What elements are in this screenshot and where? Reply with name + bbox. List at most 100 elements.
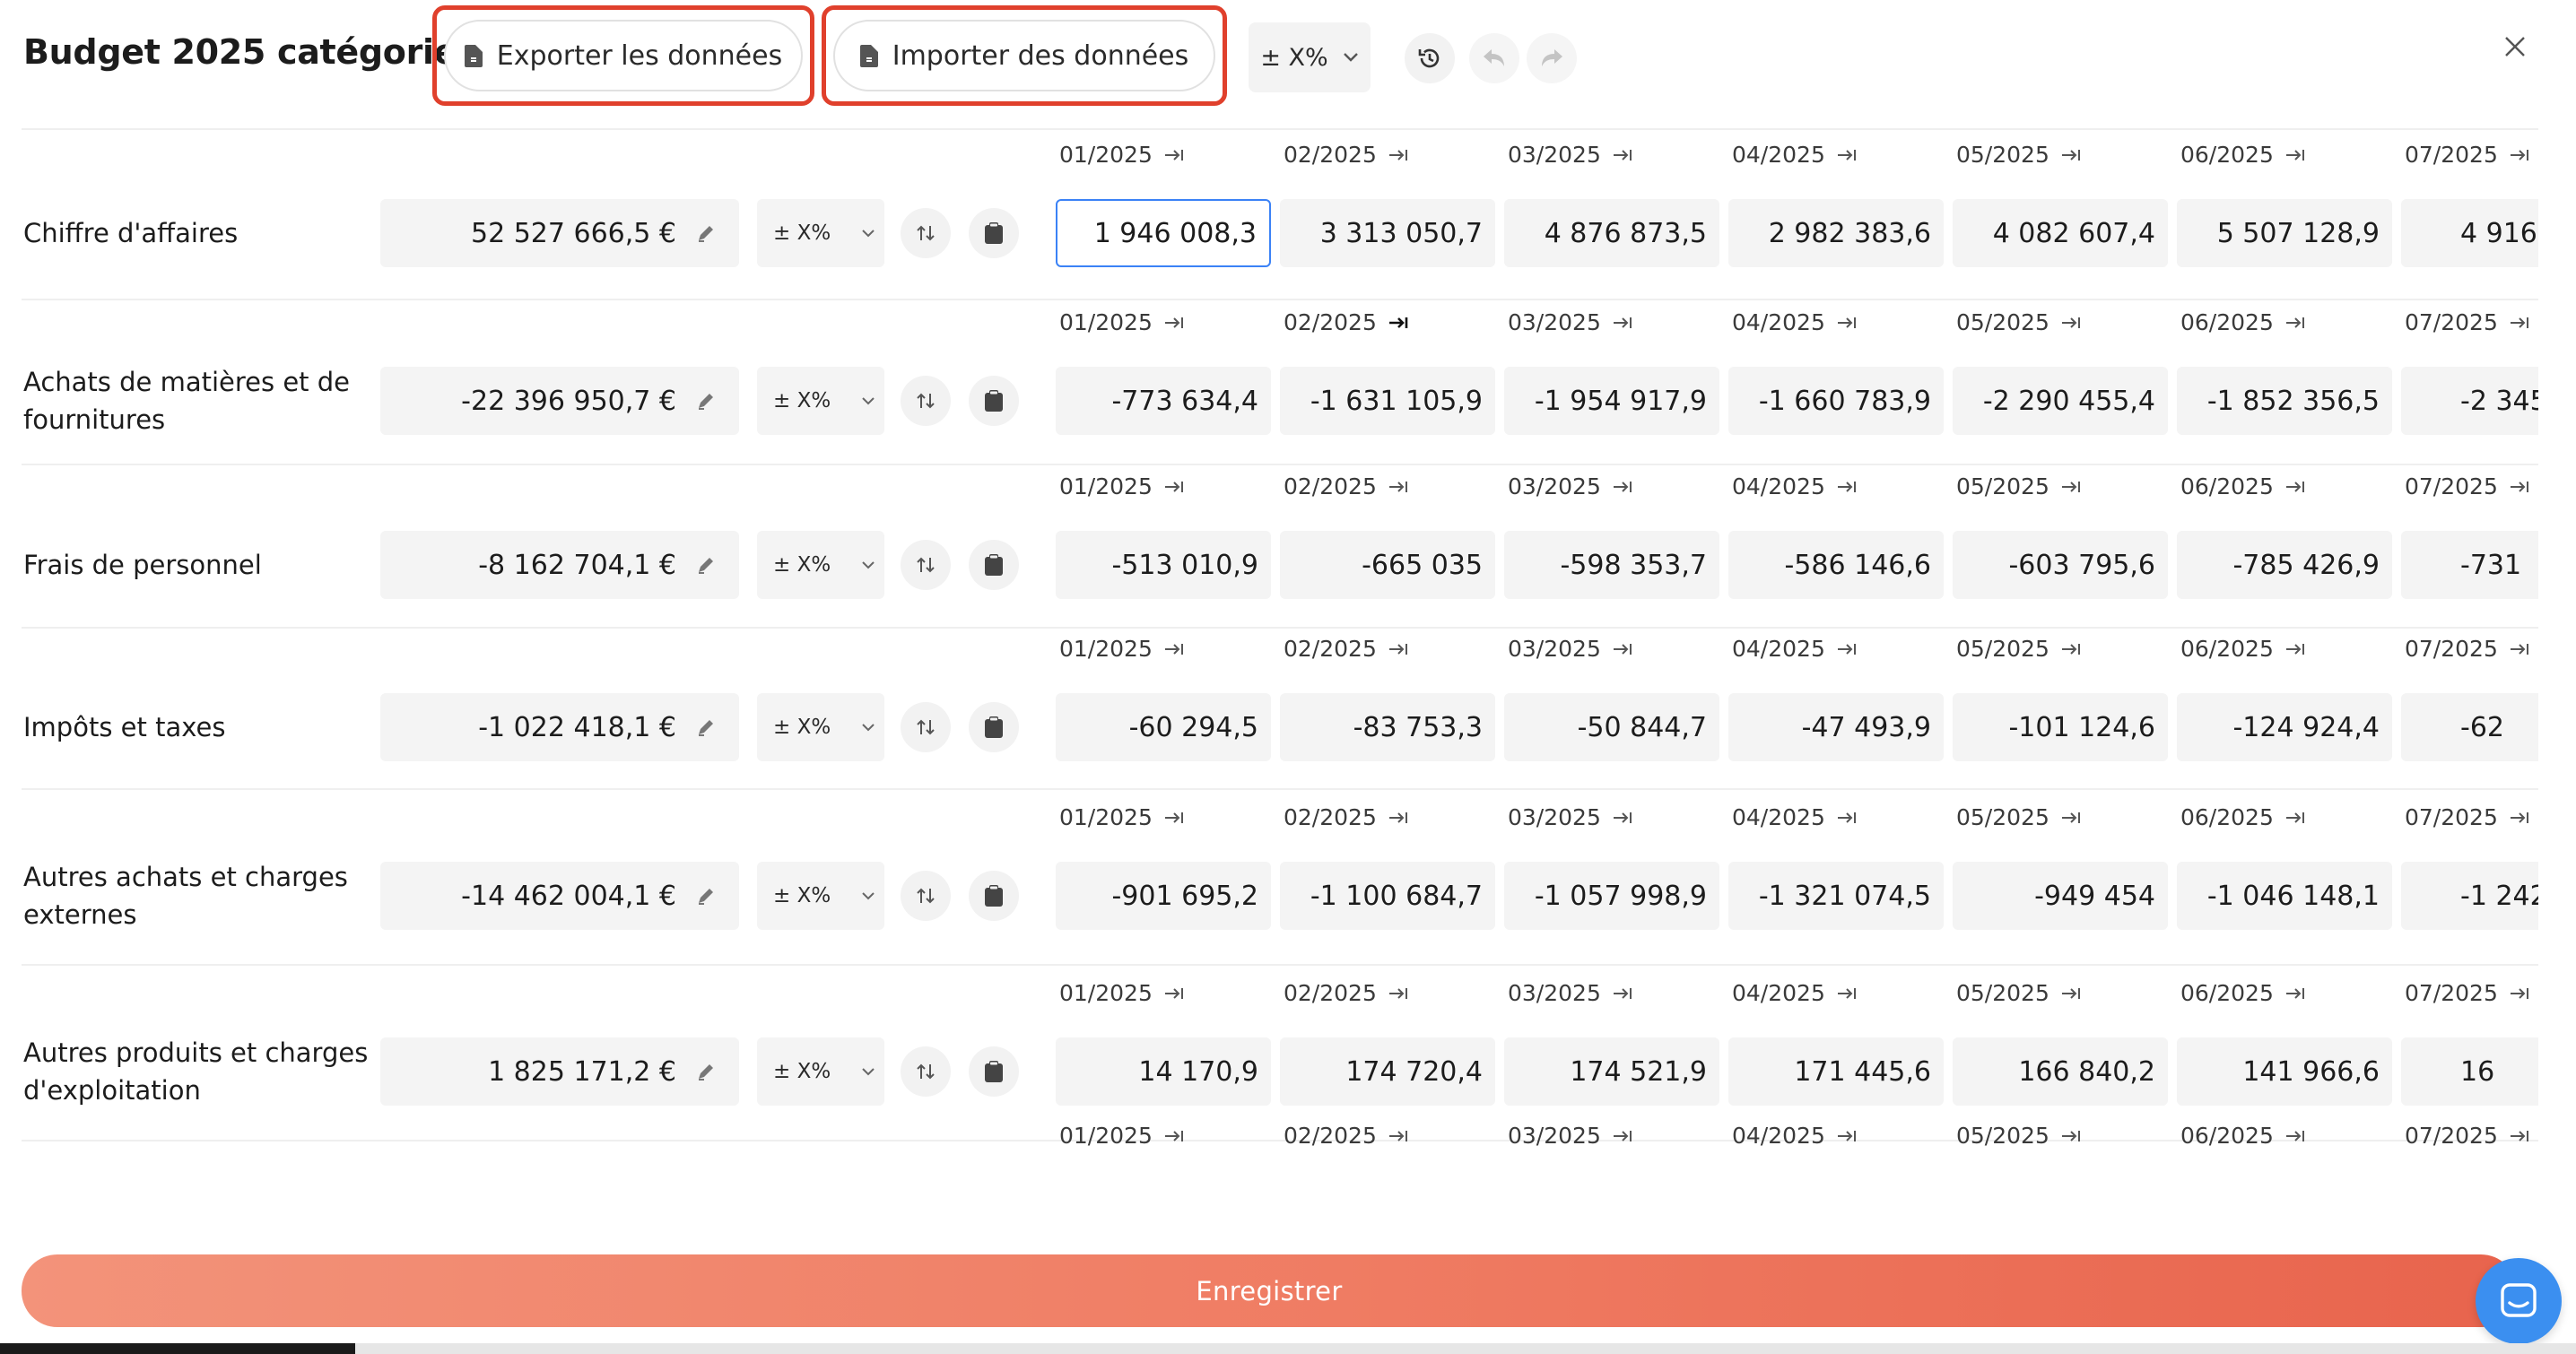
arrow-right-bar-icon[interactable]: [1612, 479, 1633, 495]
arrow-right-bar-icon[interactable]: [2284, 641, 2306, 657]
month-value-input[interactable]: -1 631 105,9: [1280, 367, 1495, 435]
sort-button[interactable]: [901, 376, 951, 426]
history-button[interactable]: [1405, 33, 1455, 83]
clipboard-button[interactable]: [969, 702, 1019, 752]
month-value-input[interactable]: 166 840,2: [1953, 1037, 2168, 1106]
arrow-right-bar-icon[interactable]: [1163, 810, 1185, 826]
month-value-input[interactable]: -603 795,6: [1953, 531, 2168, 599]
month-value-input[interactable]: -598 353,7: [1504, 531, 1719, 599]
clipboard-button[interactable]: [969, 540, 1019, 590]
category-percent-select[interactable]: ± X%: [757, 693, 884, 761]
category-total-input[interactable]: -1 022 418,1 €: [380, 693, 739, 761]
save-button[interactable]: Enregistrer: [22, 1254, 2517, 1327]
arrow-right-bar-icon[interactable]: [1388, 985, 1409, 1002]
sort-button[interactable]: [901, 871, 951, 921]
arrow-right-bar-icon[interactable]: [1836, 315, 1858, 331]
month-value-input[interactable]: 1 946 008,3: [1056, 199, 1271, 267]
month-value-input[interactable]: -1 100 684,7: [1280, 862, 1495, 930]
month-value-input[interactable]: 174 720,4: [1280, 1037, 1495, 1106]
arrow-right-bar-icon[interactable]: [2060, 479, 2082, 495]
arrow-right-bar-icon[interactable]: [2509, 315, 2530, 331]
arrow-right-bar-icon[interactable]: [2284, 315, 2306, 331]
arrow-right-bar-icon[interactable]: [2284, 479, 2306, 495]
arrow-right-bar-icon[interactable]: [2060, 810, 2082, 826]
export-button[interactable]: Exporter les données: [444, 20, 803, 91]
category-percent-select[interactable]: ± X%: [757, 531, 884, 599]
arrow-right-bar-icon[interactable]: [1612, 810, 1633, 826]
arrow-right-bar-icon[interactable]: [1612, 641, 1633, 657]
arrow-right-bar-icon[interactable]: [1163, 1128, 1185, 1144]
month-value-input[interactable]: -1 321 074,5: [1728, 862, 1944, 930]
arrow-right-bar-icon[interactable]: [1388, 641, 1409, 657]
month-value-input[interactable]: -1 242: [2401, 862, 2538, 930]
month-value-input[interactable]: 141 966,6: [2177, 1037, 2392, 1106]
category-total-input[interactable]: 52 527 666,5 €: [380, 199, 739, 267]
month-value-input[interactable]: -586 146,6: [1728, 531, 1944, 599]
arrow-right-bar-icon[interactable]: [2060, 985, 2082, 1002]
category-percent-select[interactable]: ± X%: [757, 1037, 884, 1106]
clipboard-button[interactable]: [969, 1046, 1019, 1097]
month-value-input[interactable]: 14 170,9: [1056, 1037, 1271, 1106]
sort-button[interactable]: [901, 1046, 951, 1097]
arrow-right-bar-icon[interactable]: [1836, 1128, 1858, 1144]
global-percent-select[interactable]: ± X%: [1249, 22, 1371, 92]
arrow-right-bar-icon[interactable]: [2509, 1128, 2530, 1144]
arrow-right-bar-icon[interactable]: [1836, 479, 1858, 495]
month-value-input[interactable]: -101 124,6: [1953, 693, 2168, 761]
arrow-right-bar-icon[interactable]: [2509, 479, 2530, 495]
arrow-right-bar-icon[interactable]: [2284, 985, 2306, 1002]
month-value-input[interactable]: -731: [2401, 531, 2538, 599]
clipboard-button[interactable]: [969, 871, 1019, 921]
pencil-icon[interactable]: [696, 391, 716, 411]
arrow-right-bar-icon[interactable]: [1388, 147, 1409, 163]
chat-button[interactable]: [2476, 1258, 2562, 1344]
month-value-input[interactable]: -50 844,7: [1504, 693, 1719, 761]
arrow-right-bar-icon[interactable]: [1836, 641, 1858, 657]
arrow-right-bar-icon[interactable]: [1612, 315, 1633, 331]
pencil-icon[interactable]: [696, 223, 716, 243]
arrow-right-bar-icon[interactable]: [1836, 985, 1858, 1002]
month-value-input[interactable]: -773 634,4: [1056, 367, 1271, 435]
month-value-input[interactable]: -60 294,5: [1056, 693, 1271, 761]
arrow-right-bar-icon[interactable]: [1388, 479, 1409, 495]
arrow-right-bar-icon[interactable]: [2509, 147, 2530, 163]
sort-button[interactable]: [901, 702, 951, 752]
arrow-right-bar-icon[interactable]: [2284, 1128, 2306, 1144]
arrow-right-bar-icon[interactable]: [1612, 985, 1633, 1002]
month-value-input[interactable]: 16: [2401, 1037, 2538, 1106]
arrow-right-bar-icon[interactable]: [1163, 985, 1185, 1002]
month-value-input[interactable]: -47 493,9: [1728, 693, 1944, 761]
month-value-input[interactable]: -1 046 148,1: [2177, 862, 2392, 930]
month-value-input[interactable]: -124 924,4: [2177, 693, 2392, 761]
close-button[interactable]: [2493, 25, 2537, 68]
pencil-icon[interactable]: [696, 717, 716, 737]
month-value-input[interactable]: 3 313 050,7: [1280, 199, 1495, 267]
month-value-input[interactable]: -1 660 783,9: [1728, 367, 1944, 435]
arrow-right-bar-icon[interactable]: [2509, 641, 2530, 657]
arrow-right-bar-icon[interactable]: [2060, 641, 2082, 657]
arrow-right-bar-icon[interactable]: [2509, 810, 2530, 826]
arrow-right-bar-icon[interactable]: [1612, 1128, 1633, 1144]
month-value-input[interactable]: -949 454: [1953, 862, 2168, 930]
category-percent-select[interactable]: ± X%: [757, 367, 884, 435]
category-total-input[interactable]: -22 396 950,7 €: [380, 367, 739, 435]
arrow-right-bar-icon[interactable]: [1836, 147, 1858, 163]
month-value-input[interactable]: -1 852 356,5: [2177, 367, 2392, 435]
month-value-input[interactable]: -1 954 917,9: [1504, 367, 1719, 435]
clipboard-button[interactable]: [969, 208, 1019, 258]
arrow-right-bar-icon[interactable]: [2060, 315, 2082, 331]
month-value-input[interactable]: 5 507 128,9: [2177, 199, 2392, 267]
month-value-input[interactable]: -785 426,9: [2177, 531, 2392, 599]
arrow-right-bar-icon[interactable]: [2284, 147, 2306, 163]
month-value-input[interactable]: 4 082 607,4: [1953, 199, 2168, 267]
arrow-right-bar-icon[interactable]: [1388, 315, 1409, 331]
arrow-right-bar-icon[interactable]: [2509, 985, 2530, 1002]
arrow-right-bar-icon[interactable]: [2284, 810, 2306, 826]
month-value-input[interactable]: -665 035: [1280, 531, 1495, 599]
arrow-right-bar-icon[interactable]: [1163, 479, 1185, 495]
pencil-icon[interactable]: [696, 555, 716, 575]
arrow-right-bar-icon[interactable]: [1388, 1128, 1409, 1144]
redo-button[interactable]: [1527, 33, 1577, 83]
arrow-right-bar-icon[interactable]: [1388, 810, 1409, 826]
month-value-input[interactable]: -62: [2401, 693, 2538, 761]
